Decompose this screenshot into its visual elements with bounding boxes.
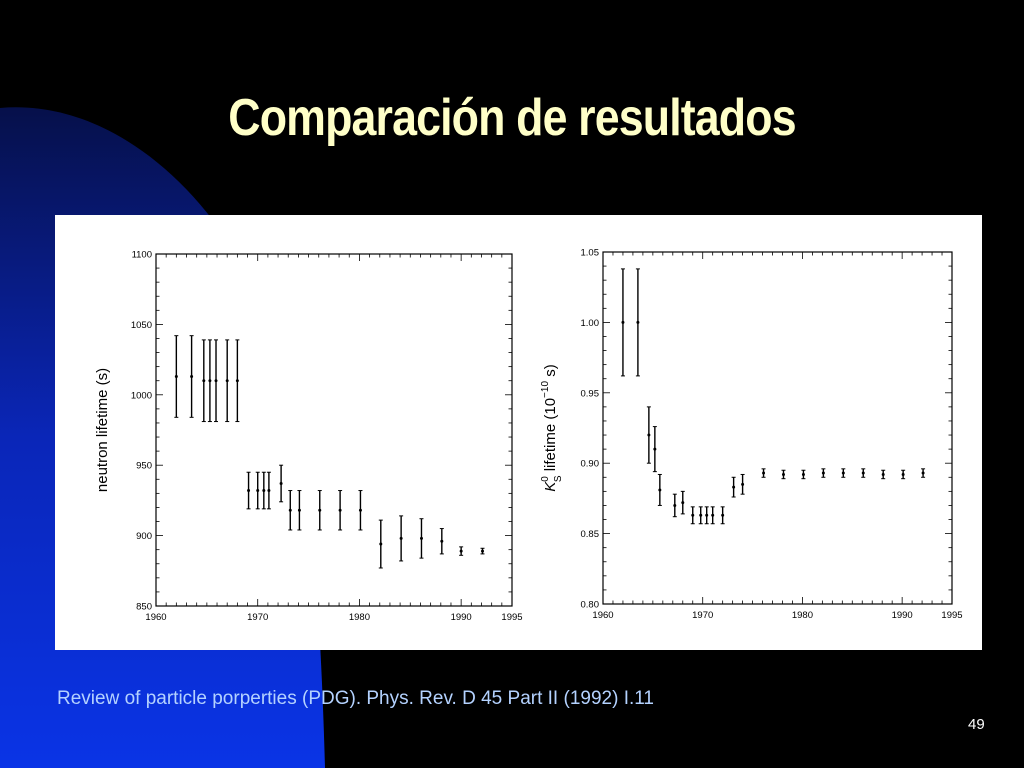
chart1-y-tick-label: 900 [136, 531, 152, 542]
chart2-data-point [691, 513, 695, 517]
chart1-x-tick-label: 1980 [349, 612, 370, 623]
chart1-data-point [262, 489, 266, 493]
chart2-data-point [732, 485, 736, 489]
chart2-x-tick-label: 1960 [592, 610, 613, 621]
chart1-data-point [379, 542, 383, 546]
chart2-data-point [621, 320, 625, 324]
chart2-x-tick-label: 1995 [941, 610, 962, 621]
chart2-x-tick-label: 1970 [692, 610, 713, 621]
chart1-data-point [225, 379, 229, 383]
chart1-data-point [190, 374, 194, 378]
chart1-data-point [214, 379, 218, 383]
chart1-data-point [208, 379, 212, 383]
chart2-data-point [681, 501, 685, 505]
chart2-data-point [861, 471, 865, 475]
chart2-y-tick-label: 0.90 [581, 459, 600, 470]
chart2-data-point [721, 513, 725, 517]
chart1-y-tick-label: 850 [136, 602, 152, 613]
chart2-data-point [711, 513, 715, 517]
chart2-data-point [705, 513, 709, 517]
chart1-x-tick-label: 1970 [247, 612, 268, 623]
chart1-data-point [440, 539, 444, 543]
chart2-data-point [658, 488, 662, 492]
chart1-data-point [235, 379, 239, 383]
chart1-data-point [481, 549, 485, 553]
chart1-plot-frame [155, 253, 513, 607]
chart1-data-point [399, 536, 403, 540]
figure-panel: 1960 1970 1980 1990 1995 850 900 950 1000 1050 110… [55, 215, 982, 650]
chart1-data-point [358, 508, 362, 512]
chart1-data-point [318, 508, 322, 512]
chart2-data-point [801, 472, 805, 476]
chart1-data-point [247, 489, 251, 493]
chart2-data-point [881, 472, 885, 476]
chart2-x-tick-label: 1980 [792, 610, 813, 621]
chart2-data-point [821, 471, 825, 475]
chart1-y-tick-label: 1050 [131, 320, 152, 331]
chart1-x-tick-label: 1995 [501, 612, 522, 623]
chart2-data-point [741, 482, 745, 486]
chart2-data-point [781, 472, 785, 476]
chart1-y-axis-label: neutron lifetime (s) [94, 368, 111, 492]
chart2-data-point [921, 471, 925, 475]
chart1-data-point [288, 508, 292, 512]
chart1-y-tick-label: 1100 [132, 250, 152, 261]
chart1-data-point [297, 508, 301, 512]
reference-caption: Review of particle porperties (PDG). Phy… [57, 688, 654, 709]
chart2-data-point [762, 471, 766, 475]
chart1-data-point [267, 489, 271, 493]
chart2-y-tick-label: 1.00 [581, 318, 600, 329]
chart2-y-tick-label: 0.80 [581, 600, 600, 611]
chart2-y-tick-label: 0.85 [581, 529, 600, 540]
slide-title: Comparación de resultados [228, 89, 796, 147]
chart1-data-point [202, 379, 206, 383]
chart1-data-point [419, 536, 423, 540]
chart1-y-tick-label: 1000 [131, 390, 152, 401]
chart2-data-point [653, 447, 657, 451]
chart2-plot-frame [602, 251, 953, 605]
chart1-y-tick-label: 950 [136, 461, 152, 472]
chart1-x-tick-label: 1960 [145, 612, 166, 623]
slide-number: 49 [968, 716, 985, 733]
chart1-data-point [338, 508, 342, 512]
chart-figure: 1960 1970 1980 1990 1995 850 900 950 1000 1050 110… [94, 248, 963, 624]
chart1-x-tick-label: 1990 [451, 612, 472, 623]
chart2-data-point [636, 320, 640, 324]
chart1-data-point [174, 374, 178, 378]
chart1-data-point [459, 549, 463, 553]
chart1-data-point [279, 482, 283, 486]
chart1-data-point [256, 489, 260, 493]
chart2-y-tick-label: 0.95 [581, 388, 600, 399]
chart2-data-point [673, 503, 677, 507]
chart2-y-axis-label: K0 S lifetime (10−10 s) [540, 364, 564, 491]
chart2-data-point [647, 433, 651, 437]
chart2-data-point [901, 472, 905, 476]
chart2-x-tick-label: 1990 [892, 610, 913, 621]
chart2-data-point [841, 471, 845, 475]
chart2-y-tick-label: 1.05 [581, 248, 600, 259]
chart2-data-point [699, 513, 703, 517]
